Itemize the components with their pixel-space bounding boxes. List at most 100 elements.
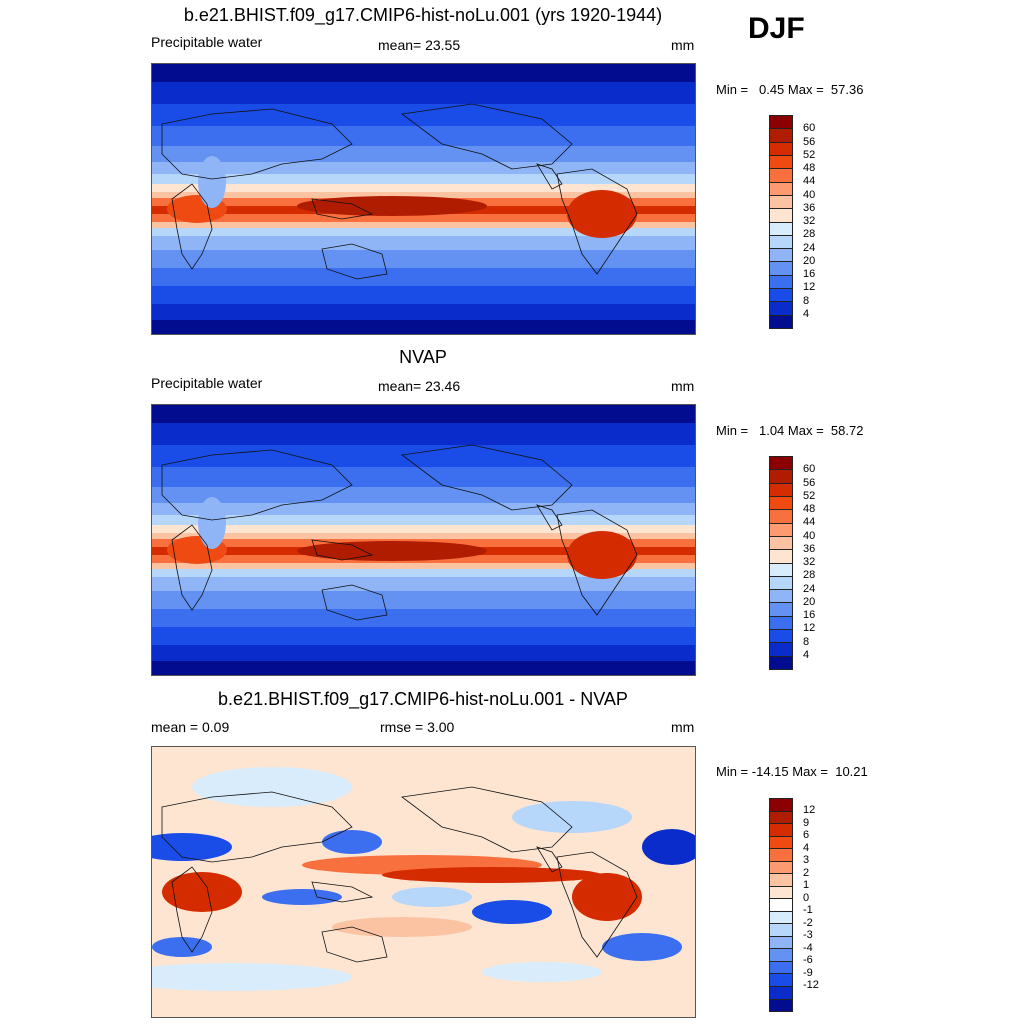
field-band [152, 104, 695, 126]
field-band [152, 533, 695, 539]
field-band [152, 503, 695, 515]
coastline [536, 504, 563, 531]
map-svg [152, 747, 695, 1017]
colorbar-tick-label: 3 [803, 854, 810, 867]
field-band [152, 82, 695, 104]
colorbar-swatch [770, 195, 792, 210]
mean-label: mean= 23.55 [378, 37, 461, 53]
colorbar-swatch [770, 302, 792, 316]
field-band [152, 64, 695, 82]
colorbar-swatch [770, 470, 792, 484]
colorbar-tick-label: 44 [803, 175, 816, 188]
colorbar-swatch [770, 874, 792, 887]
coastline [400, 103, 573, 170]
coastline [171, 524, 213, 611]
colorbar-swatch [770, 169, 792, 183]
colorbar-tick-label: -6 [803, 954, 813, 967]
colorbar-tick-label: 16 [803, 609, 816, 621]
anomaly-region [572, 873, 642, 921]
colorbar-tick-label: 12 [803, 281, 816, 294]
coastline [400, 786, 573, 853]
colorbar-tick-label: 60 [803, 122, 816, 135]
colorbar-swatch [770, 129, 792, 143]
coastline [171, 183, 213, 270]
colorbar-swatch [770, 289, 792, 303]
colorbar-swatch [770, 483, 792, 497]
field-band [152, 645, 695, 661]
colorbar-swatch [770, 590, 792, 604]
colorbar-swatch [770, 899, 792, 912]
field-band [152, 320, 695, 334]
field-band [152, 268, 695, 286]
colorbar-swatch [770, 523, 792, 537]
rmse-label: rmse = 3.00 [380, 719, 455, 735]
anomaly-region [262, 889, 342, 905]
colorbar-swatch [770, 949, 792, 962]
colorbar-swatch [770, 510, 792, 524]
coastline [321, 926, 388, 963]
colorbar-swatch [770, 457, 792, 471]
colorbar-swatch [770, 182, 792, 196]
field-band [152, 609, 695, 627]
warm-pool [297, 196, 487, 216]
anomaly-region [472, 900, 552, 924]
field-band [152, 214, 695, 222]
colorbar-swatch [770, 936, 792, 950]
colorbar-tick-label: 20 [803, 595, 816, 608]
colorbar-tick-label: 6 [803, 829, 810, 842]
panel-title: b.e21.BHIST.f09_g17.CMIP6-hist-noLu.001 … [183, 5, 663, 25]
field-band [152, 192, 695, 198]
colorbar-tick-label: 4 [803, 307, 810, 320]
colorbar-tick-label: 40 [803, 188, 816, 201]
field-band [152, 423, 695, 445]
anomaly-region [322, 830, 382, 854]
field-band [152, 222, 695, 228]
variable-label: Precipitable water [151, 375, 263, 391]
coastline [311, 539, 374, 561]
coastline [556, 168, 638, 275]
map-plot [151, 746, 696, 1018]
mean-label: mean = 0.09 [151, 719, 230, 735]
colorbar-tick-label: 48 [803, 503, 816, 515]
coastline [556, 851, 638, 958]
colorbar-tick-label: 44 [803, 516, 816, 529]
anomaly-region [602, 933, 682, 961]
colorbar-tick-label: 28 [803, 228, 816, 241]
min-max-label: Min = -14.15 Max = 10.21 [716, 764, 868, 779]
coastline [536, 846, 563, 873]
field-band [152, 661, 695, 675]
colorbar-swatch [770, 275, 792, 290]
colorbar-tick-label: 40 [803, 529, 816, 542]
amazon-moist-region [567, 190, 637, 238]
colorbar [769, 798, 793, 1012]
dry-region [198, 156, 226, 208]
min-max-label: Min = 1.04 Max = 58.72 [716, 423, 864, 438]
variable-label: Precipitable water [151, 34, 263, 50]
colorbar-swatch [770, 550, 792, 564]
colorbar-swatch [770, 209, 792, 223]
colorbar-swatch [770, 576, 792, 591]
colorbar-swatch [770, 911, 792, 925]
warm-pool [297, 541, 487, 561]
colorbar-tick-label: -12 [803, 979, 819, 992]
colorbar-tick-label: 28 [803, 569, 816, 582]
colorbar-tick-label: 36 [803, 201, 816, 214]
units-label: mm [671, 719, 695, 735]
colorbar-tick-label: 48 [803, 162, 816, 174]
colorbar-tick-label: 0 [803, 891, 810, 904]
map-svg [152, 64, 695, 334]
colorbar-tick-label: 24 [803, 241, 816, 254]
anomaly-region [482, 962, 602, 982]
colorbar-tick-label: 52 [803, 489, 816, 502]
colorbar-tick-label: -9 [803, 966, 813, 979]
anomaly-region [152, 937, 212, 957]
field-band [152, 304, 695, 320]
coastline [536, 163, 563, 190]
colorbar-swatch [770, 235, 792, 250]
colorbar-tick-label: -2 [803, 916, 813, 929]
colorbar-swatch [770, 249, 792, 263]
colorbar-tick-label: 16 [803, 268, 816, 280]
anomaly-region [392, 887, 472, 907]
field-band [152, 487, 695, 503]
field-band [152, 405, 695, 423]
